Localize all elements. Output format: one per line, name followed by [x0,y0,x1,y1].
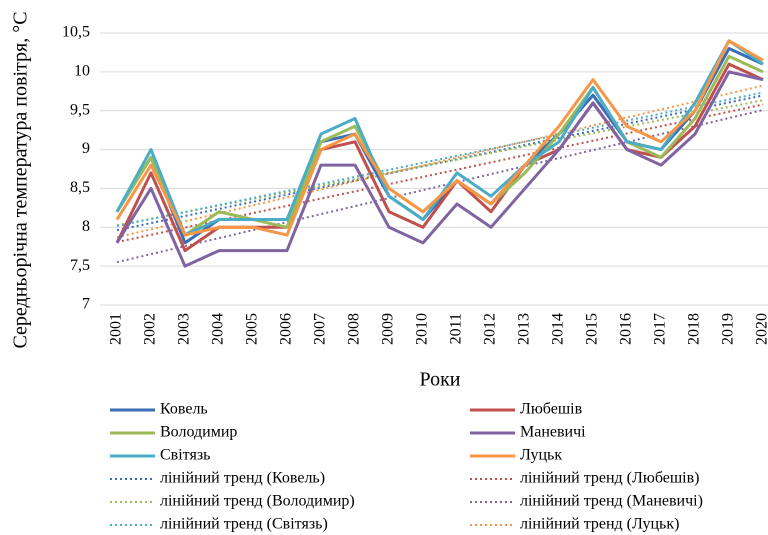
legend-label: Луцьк [520,447,562,464]
x-tick-label: 2001 [108,313,125,345]
x-tick-label: 2004 [210,313,227,345]
x-tick-label: 2020 [754,313,768,345]
series-line [115,39,764,237]
legend-label: Ковель [160,401,208,418]
trend-line [116,94,764,232]
x-tick-label: 2007 [312,313,329,345]
legend-label: лінійний тренд (Любешів) [520,470,700,487]
y-tick-label: 10,5 [62,24,90,41]
x-tick-label: 2018 [686,313,703,345]
legend-label: лінійний тренд (Ковель) [160,470,325,487]
x-tick-label: 2019 [720,313,737,345]
x-tick-label: 2015 [584,313,601,345]
x-tick-label: 2011 [448,313,465,344]
y-tick-label: 9,5 [70,101,90,118]
x-axis-title: Роки [419,369,460,391]
x-tick-label: 2006 [278,313,295,345]
x-tick-label: 2014 [550,313,567,345]
legend-label: Любешів [520,401,583,418]
x-tick-label: 2016 [618,313,635,345]
trend-line [116,99,764,227]
y-tick-label: 8,5 [70,179,90,196]
x-tick-label: 2017 [652,313,669,345]
legend-label: Володимир [160,424,237,441]
y-tick-label: 8 [82,218,90,235]
x-tick-label: 2010 [414,313,431,345]
x-tick-label: 2013 [516,313,533,345]
legend-label: лінійний тренд (Світязь) [160,516,328,533]
y-tick-label: 7,5 [70,257,90,274]
x-tick-label: 2008 [346,313,363,345]
x-tick-label: 2012 [482,313,499,345]
x-tick-label: 2009 [380,313,397,345]
y-tick-label: 7 [82,296,90,313]
legend-label: Маневичі [520,424,586,441]
x-tick-label: 2003 [176,313,193,345]
legend-label: лінійний тренд (Володимир) [160,493,355,510]
trend-line [116,109,764,264]
y-axis-title: Середньорічна температура повітря, °С [10,11,32,348]
y-tick-label: 10 [74,63,90,80]
series-line [115,70,764,268]
legend-label: Світязь [160,447,210,464]
x-tick-label: 2002 [142,313,159,345]
legend-label: лінійний тренд (Луцьк) [520,516,679,533]
legend-label: лінійний тренд (Маневичі) [520,493,703,510]
x-tick-label: 2005 [244,313,261,345]
y-tick-label: 9 [82,140,90,157]
